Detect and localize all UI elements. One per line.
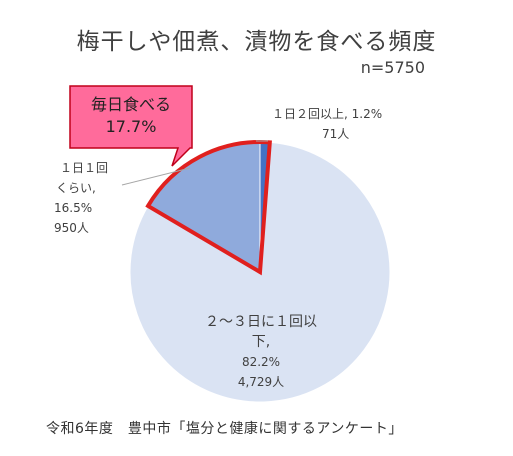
callout-text: 毎日食べる 17.7%	[70, 86, 192, 148]
label-line: 71人	[322, 127, 350, 141]
data-label-twice-daily: １日２回以上, 1.2% 71人	[272, 104, 382, 144]
callout-label: 毎日食べる	[90, 95, 171, 114]
label-line: ２～３日に１回以下,	[205, 314, 317, 350]
source-footer: 令和6年度 豊中市「塩分と健康に関するアンケート」	[46, 421, 403, 437]
label-line: １日２回以上, 1.2%	[272, 107, 383, 121]
label-line: 82.2%	[241, 355, 281, 369]
callout-value: 17.7%	[105, 117, 157, 136]
label-line: 950人	[54, 221, 89, 235]
label-line: 4,729人	[237, 375, 285, 389]
label-line: くらい,	[56, 181, 96, 195]
chart-title: 梅干しや佃煮、漬物を食べる頻度	[76, 29, 437, 55]
label-line: 16.5%	[54, 201, 93, 215]
label-line: １日１回	[60, 161, 109, 175]
callout-bubble	[69, 85, 193, 167]
data-label-every-few-days: ２～３日に１回以下, 82.2% 4,729人	[196, 312, 326, 392]
leader-line-left	[121, 167, 191, 186]
daily-highlight-outline	[145, 140, 272, 276]
data-label-once-daily: １日１回 くらい, 16.5% 950人	[44, 158, 134, 238]
sample-size: n=5750	[360, 58, 425, 77]
